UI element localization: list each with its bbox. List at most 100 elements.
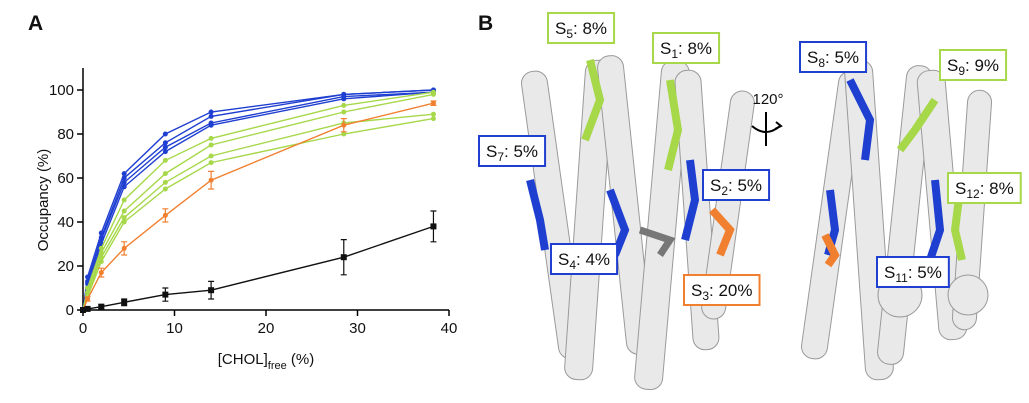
point: [80, 307, 86, 313]
site-occupancy: : 8%: [980, 179, 1014, 198]
x-tick-label: 10: [166, 320, 183, 337]
point: [84, 305, 91, 312]
point: [430, 111, 436, 117]
y-tick-label: 0: [66, 302, 74, 319]
site-box: [939, 49, 1008, 81]
site-name: S: [710, 176, 721, 195]
point: [162, 171, 168, 177]
point: [208, 122, 214, 128]
y-tick-label: 100: [49, 82, 74, 99]
site-label: S7: 5%: [486, 142, 538, 164]
point: [162, 186, 168, 192]
site-label: S4: 4%: [558, 250, 610, 272]
site-name: S: [955, 179, 966, 198]
site-index: 1: [671, 47, 678, 61]
point: [341, 131, 347, 137]
site-index: 5: [566, 27, 573, 41]
site-name: S: [558, 250, 569, 269]
site-box: [547, 12, 616, 44]
fit-line: [82, 113, 434, 311]
fit-line: [82, 102, 434, 311]
site-index: 4: [569, 258, 576, 272]
fit-line: [82, 91, 434, 311]
point: [162, 131, 168, 137]
point: [121, 245, 127, 251]
y-axis-label: Occupancy (%): [35, 149, 52, 252]
site-occupancy: : 4%: [576, 250, 610, 269]
site-label: S5: 8%: [555, 19, 607, 41]
point: [208, 287, 215, 294]
site-index: 2: [721, 184, 728, 198]
point: [208, 153, 214, 159]
x-axis-label: [CHOL]free (%): [218, 351, 314, 372]
site-index: 11: [895, 271, 908, 285]
point: [162, 212, 168, 218]
panel-label: A: [28, 12, 43, 35]
point: [341, 122, 347, 128]
site-label: S2: 5%: [710, 176, 762, 198]
site-name: S: [660, 39, 671, 58]
point: [208, 135, 214, 141]
point: [85, 296, 91, 302]
point: [208, 177, 214, 183]
point: [121, 215, 127, 221]
point: [430, 100, 436, 106]
site-box: [702, 169, 771, 201]
site-name: S: [691, 281, 702, 300]
y-tick-label: 80: [57, 126, 74, 143]
protein-right: [800, 59, 993, 381]
point: [208, 160, 214, 166]
site-index: 3: [702, 289, 709, 303]
site-box: [799, 41, 868, 73]
point: [121, 219, 127, 225]
point: [121, 175, 127, 181]
point: [162, 149, 168, 155]
fit-line: [82, 89, 434, 311]
point: [208, 142, 214, 148]
site-box: [478, 135, 547, 167]
point: [341, 96, 347, 102]
site-box: [947, 172, 1022, 204]
point: [208, 113, 214, 119]
point: [340, 254, 347, 261]
site-name: S: [884, 263, 895, 282]
point: [341, 109, 347, 115]
fit-line: [82, 93, 434, 311]
site-index: 12: [966, 187, 980, 201]
point: [430, 223, 437, 230]
x-tick-label: 0: [79, 320, 87, 337]
site-label: S3: 20%: [691, 281, 753, 303]
point: [121, 208, 127, 214]
y-tick-label: 20: [57, 258, 74, 275]
site-occupancy: : 20%: [709, 281, 752, 300]
x-tick-label: 30: [349, 320, 366, 337]
x-label-suffix: (%): [287, 351, 315, 368]
point: [341, 102, 347, 108]
x-label-sub: free: [268, 360, 287, 372]
point: [121, 299, 128, 306]
site-occupancy: : 5%: [908, 263, 942, 282]
point: [98, 259, 104, 265]
point: [162, 157, 168, 163]
point: [208, 109, 214, 115]
y-tick-label: 60: [57, 170, 74, 187]
protein-left: [520, 55, 755, 391]
rotation-label: 120°: [752, 91, 783, 108]
site-box: [683, 274, 761, 306]
panel-label: B: [478, 12, 493, 35]
point: [121, 171, 127, 177]
site-occupancy: : 9%: [965, 56, 999, 75]
site-box: [876, 256, 950, 288]
x-tick-label: 20: [258, 320, 275, 337]
point: [162, 140, 168, 146]
site-label: S9: 9%: [947, 56, 999, 78]
site-occupancy: : 8%: [573, 19, 607, 38]
point: [121, 179, 127, 185]
site-label: S12: 8%: [955, 179, 1014, 201]
point: [98, 303, 105, 310]
site-occupancy: : 5%: [825, 48, 859, 67]
site-name: S: [486, 142, 497, 161]
site-name: S: [555, 19, 566, 38]
point: [162, 291, 169, 298]
